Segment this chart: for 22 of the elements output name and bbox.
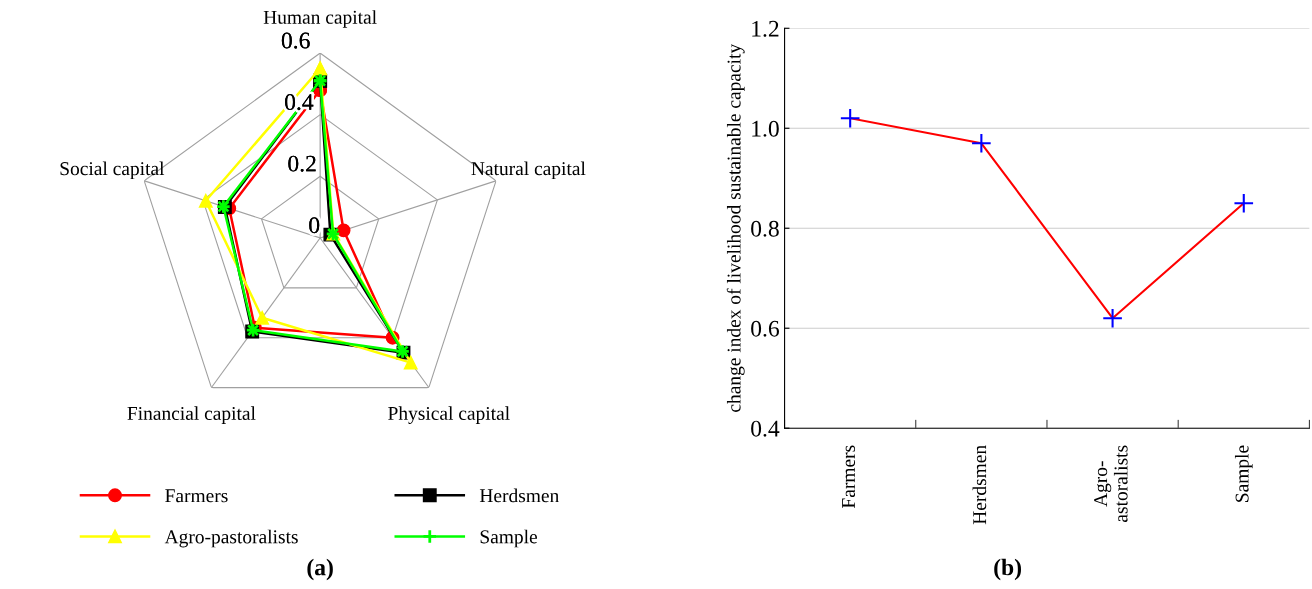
spoke-label: Human capital <box>263 10 377 28</box>
spoke-label: Natural capital <box>471 161 586 180</box>
legend-label: Agro-pastoralists <box>164 529 298 548</box>
x-tick-label: Sample <box>1234 445 1253 502</box>
y-tick-label: 0 <box>309 217 320 234</box>
x-tick-label: Farmers <box>842 445 856 509</box>
y-axis-title: change index of livelihood sustainable capacity <box>726 43 745 412</box>
text: (b) <box>994 558 1022 581</box>
y-tick-label: 1.0 <box>752 120 779 137</box>
spoke-label: Social capital <box>60 161 165 180</box>
y-tick-label: 0.8 <box>751 220 779 237</box>
legend-label: Sample <box>480 529 538 548</box>
x-tick-label: Agro- astoralists <box>1094 445 1128 522</box>
y-tick-label: 0.6 <box>281 32 310 49</box>
y-tick-label: 0.4 <box>751 420 780 437</box>
y-tick-label: 1.2 <box>752 20 779 37</box>
spoke-label: Financial capital <box>127 406 256 424</box>
y-tick-label: 0.2 <box>288 155 316 172</box>
spoke-label: Physical capital <box>388 406 510 424</box>
y-tick-label: 0.6 <box>751 320 780 337</box>
text: (a) <box>307 558 333 581</box>
x-tick-label: Herdsmen <box>972 445 987 525</box>
